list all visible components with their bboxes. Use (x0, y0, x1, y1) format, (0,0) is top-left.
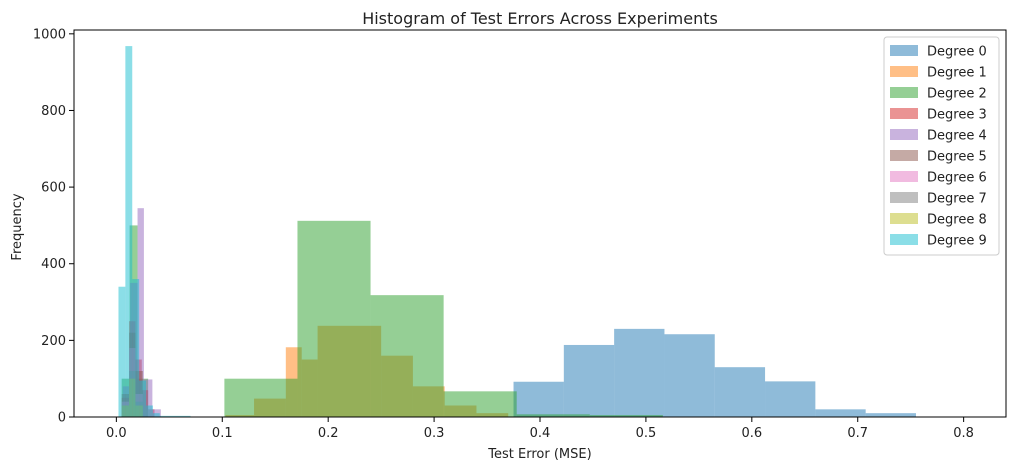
x-axis: 0.0 0.1 0.2 0.3 0.4 0.5 0.6 0.7 0.8 (106, 417, 974, 441)
y-tick-label: 0 (58, 411, 66, 426)
histogram-bar (664, 334, 715, 417)
legend-swatch (890, 192, 918, 203)
histogram-bar (370, 295, 444, 417)
y-tick-label: 1000 (33, 27, 66, 42)
legend-label: Degree 2 (927, 87, 987, 102)
legend-label: Degree 3 (927, 108, 987, 123)
series-0 (513, 328, 916, 417)
legend-swatch (890, 87, 918, 98)
histogram-bar (137, 208, 144, 417)
histogram-bar (865, 413, 916, 417)
legend-label: Degree 9 (927, 234, 987, 249)
x-tick-label: 0.8 (953, 426, 974, 441)
y-axis: 0 200 400 600 800 1000 (33, 27, 74, 426)
histogram-bar (118, 286, 126, 417)
histogram-bar (765, 381, 816, 417)
histogram-bar (563, 344, 615, 417)
y-tick-label: 600 (41, 181, 66, 196)
plot-frame (73, 29, 1007, 418)
histogram-bar (297, 220, 371, 417)
x-tick-label: 0.7 (847, 426, 868, 441)
legend-label: Degree 6 (927, 171, 987, 186)
legend-label: Degree 5 (927, 150, 987, 165)
y-axis-label: Frequency (10, 193, 25, 260)
legend-swatch (890, 45, 918, 56)
legend-label: Degree 0 (927, 45, 987, 60)
chart-title: Histogram of Test Errors Across Experime… (362, 9, 718, 28)
histogram-bar (589, 415, 663, 417)
legend-label: Degree 8 (927, 213, 987, 228)
histogram-bar (614, 328, 665, 417)
x-tick-label: 0.0 (106, 426, 127, 441)
legend-label: Degree 1 (927, 66, 987, 81)
x-tick-label: 0.5 (636, 426, 657, 441)
x-tick-label: 0.3 (424, 426, 445, 441)
legend-swatch (890, 150, 918, 161)
histogram-bar (132, 279, 140, 417)
legend-swatch (890, 234, 918, 245)
y-tick-label: 200 (41, 334, 66, 349)
x-tick-label: 0.1 (212, 426, 233, 441)
legend-label: Degree 7 (927, 192, 987, 207)
legend-label: Degree 4 (927, 129, 987, 144)
y-tick-label: 400 (41, 257, 66, 272)
histogram-bar (143, 379, 153, 417)
legend-swatch (890, 213, 918, 224)
x-tick-label: 0.4 (530, 426, 551, 441)
histogram-bar (139, 380, 147, 417)
series-9 (118, 46, 191, 417)
histogram-bar (714, 367, 766, 417)
histogram-bar (159, 415, 191, 417)
histogram-bar (815, 409, 866, 417)
bars-layer (118, 46, 916, 417)
legend-swatch (890, 129, 918, 140)
histogram-bar (152, 413, 160, 417)
x-axis-label: Test Error (MSE) (487, 447, 591, 462)
legend: Degree 0 Degree 1 Degree 2 Degree 3 Degree 4… (883, 36, 1000, 256)
legend-swatch (890, 108, 918, 119)
series-2 (121, 220, 663, 417)
histogram-bar (224, 378, 298, 417)
histogram-bar (516, 414, 590, 417)
y-tick-label: 800 (41, 104, 66, 119)
legend-swatch (890, 171, 918, 182)
histogram-bar (146, 405, 153, 417)
histogram-bar (125, 46, 133, 417)
x-tick-label: 0.6 (741, 426, 762, 441)
histogram-bar (513, 381, 564, 417)
histogram-bar (443, 391, 517, 417)
legend-swatch (890, 66, 918, 77)
x-tick-label: 0.2 (318, 426, 339, 441)
